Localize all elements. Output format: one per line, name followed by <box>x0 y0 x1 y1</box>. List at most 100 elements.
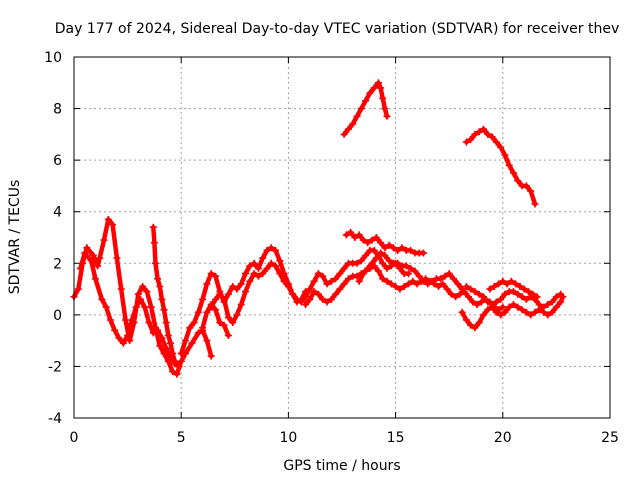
data-point <box>224 313 232 321</box>
data-point <box>340 264 348 272</box>
data-point <box>323 298 331 306</box>
data-point <box>150 239 158 247</box>
data-point <box>162 344 170 352</box>
data-point <box>355 231 363 239</box>
data-point <box>424 280 432 288</box>
data-point <box>137 295 144 303</box>
data-point <box>203 308 211 316</box>
y-axis-label: SDTVAR / TECUs <box>7 180 23 295</box>
data-point <box>497 311 505 319</box>
data-point <box>437 275 445 283</box>
data-point <box>557 290 565 298</box>
data-point <box>531 200 539 208</box>
data-point <box>319 272 327 280</box>
data-point <box>377 239 385 247</box>
data-point <box>177 357 185 365</box>
data-point <box>505 161 513 169</box>
data-point <box>314 270 322 278</box>
data-point <box>173 360 181 368</box>
data-point <box>327 295 335 303</box>
y-tick-label: 4 <box>53 205 62 221</box>
data-point <box>250 259 258 267</box>
data-point <box>314 290 322 298</box>
data-series <box>70 79 567 378</box>
data-point <box>420 277 427 285</box>
data-point <box>229 319 237 327</box>
data-point <box>359 236 367 244</box>
data-point <box>242 288 249 296</box>
data-point <box>475 319 483 327</box>
data-point <box>368 259 376 267</box>
data-point <box>492 138 500 146</box>
data-point <box>359 270 367 278</box>
data-point <box>162 319 170 327</box>
data-point <box>207 270 215 278</box>
data-point <box>139 283 147 290</box>
series-track-1 <box>70 215 215 378</box>
data-point <box>353 259 361 267</box>
series-track-9 <box>355 249 466 293</box>
data-point <box>154 275 162 283</box>
data-point <box>336 285 344 293</box>
x-tick-label: 20 <box>494 430 512 446</box>
data-point <box>383 112 391 120</box>
data-point <box>254 264 262 272</box>
data-point <box>518 293 526 301</box>
data-point <box>340 130 348 138</box>
x-axis-label: GPS time / hours <box>283 458 400 474</box>
series-line <box>464 126 538 207</box>
data-point <box>267 259 275 267</box>
data-point <box>497 143 505 151</box>
data-point <box>169 350 177 357</box>
axis-ticks: 0 5 10 15 20 25 -4 -2 0 2 4 6 8 10 <box>44 50 619 446</box>
data-point <box>531 308 539 316</box>
data-point <box>435 283 442 290</box>
data-point <box>501 290 509 298</box>
data-point <box>458 285 466 293</box>
data-point <box>111 326 119 334</box>
data-point <box>119 339 127 347</box>
series-line <box>208 261 308 325</box>
data-point <box>390 244 397 252</box>
data-point <box>557 298 565 306</box>
data-point <box>467 136 475 143</box>
data-point <box>510 301 517 308</box>
data-point <box>158 334 166 342</box>
data-point <box>411 267 419 275</box>
data-point <box>465 293 472 301</box>
data-point <box>173 370 181 378</box>
data-point <box>467 285 475 293</box>
data-point <box>289 290 297 298</box>
data-point <box>272 246 279 254</box>
data-point <box>394 246 402 254</box>
data-point <box>409 277 417 285</box>
x-tick-label: 25 <box>601 430 619 446</box>
data-point <box>552 303 560 311</box>
data-point <box>106 316 114 324</box>
data-point <box>143 288 151 296</box>
data-point <box>280 277 288 285</box>
data-point <box>81 249 89 257</box>
data-point <box>507 277 515 285</box>
data-point <box>370 246 378 254</box>
data-point <box>102 303 110 311</box>
data-point <box>475 128 483 136</box>
data-point <box>297 295 305 303</box>
data-point <box>377 249 385 257</box>
data-point <box>353 272 361 280</box>
data-point <box>522 182 530 190</box>
series-track-6 <box>207 259 310 327</box>
data-point <box>233 285 241 293</box>
data-point <box>518 306 526 314</box>
data-point <box>484 306 492 314</box>
data-point <box>132 303 140 311</box>
data-point <box>190 319 198 327</box>
data-point <box>364 264 372 272</box>
data-point <box>484 130 492 138</box>
data-point <box>469 298 477 306</box>
data-point <box>499 277 507 285</box>
data-point <box>83 244 91 252</box>
data-point <box>501 151 509 159</box>
data-point <box>149 329 157 337</box>
data-point <box>471 288 479 296</box>
